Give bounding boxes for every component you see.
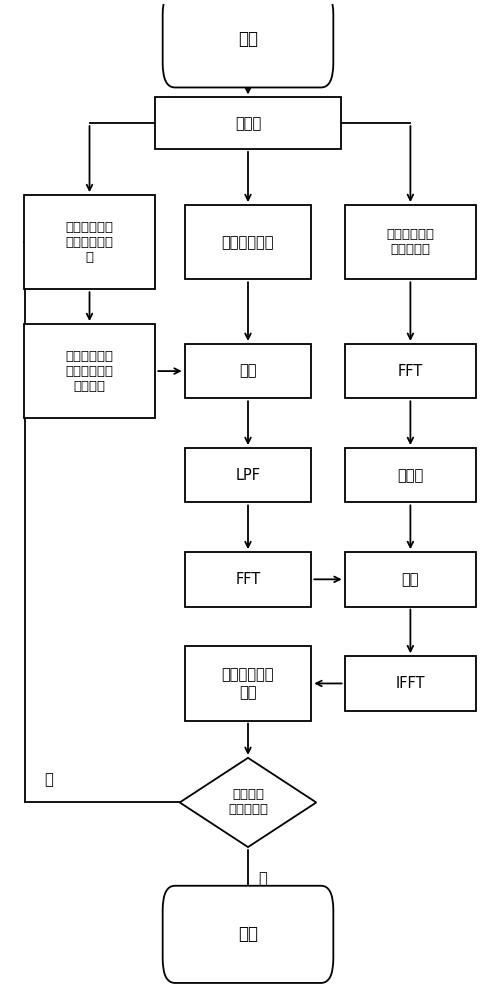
Bar [185, 448, 311, 502]
Bar [345, 656, 476, 711]
Text: 本地伪码发生
器输出伪码: 本地伪码发生 器输出伪码 [386, 228, 434, 256]
Bar [24, 195, 155, 289]
Bar [345, 205, 476, 279]
Text: IFFT: IFFT [396, 676, 425, 691]
Text: 求平方，取最
大值: 求平方，取最 大值 [222, 667, 274, 700]
Text: 是: 是 [258, 871, 266, 886]
Text: 本地载波发生
器设定载波频
率: 本地载波发生 器设定载波频 率 [65, 221, 114, 264]
Text: 相乘: 相乘 [402, 572, 419, 587]
Bar [24, 324, 155, 418]
Text: 相乘: 相乘 [239, 364, 257, 379]
Bar [185, 552, 311, 607]
Text: 是否有相
关峰值出现: 是否有相 关峰值出现 [228, 788, 268, 816]
Bar [185, 205, 311, 279]
Text: 初始化: 初始化 [235, 116, 261, 131]
Bar [185, 646, 311, 721]
Bar [185, 344, 311, 398]
Bar [155, 97, 341, 149]
Text: FFT: FFT [398, 364, 423, 379]
Text: 否: 否 [44, 773, 53, 788]
Bar [345, 344, 476, 398]
Text: 开始: 开始 [238, 30, 258, 48]
FancyBboxPatch shape [163, 886, 333, 983]
Text: 本地载波发生
器输出同相和
正交分量: 本地载波发生 器输出同相和 正交分量 [65, 350, 114, 393]
Text: LPF: LPF [236, 468, 260, 483]
FancyBboxPatch shape [163, 0, 333, 87]
Text: 结束: 结束 [238, 925, 258, 943]
Text: 中频信号输入: 中频信号输入 [222, 235, 274, 250]
Text: FFT: FFT [236, 572, 260, 587]
Bar [345, 552, 476, 607]
Text: 取共轭: 取共轭 [397, 468, 424, 483]
Bar [345, 448, 476, 502]
Polygon shape [180, 758, 316, 847]
